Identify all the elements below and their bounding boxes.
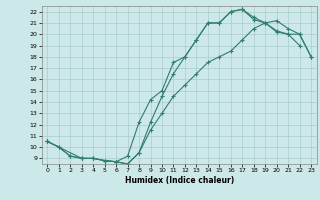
X-axis label: Humidex (Indice chaleur): Humidex (Indice chaleur)	[124, 176, 234, 185]
